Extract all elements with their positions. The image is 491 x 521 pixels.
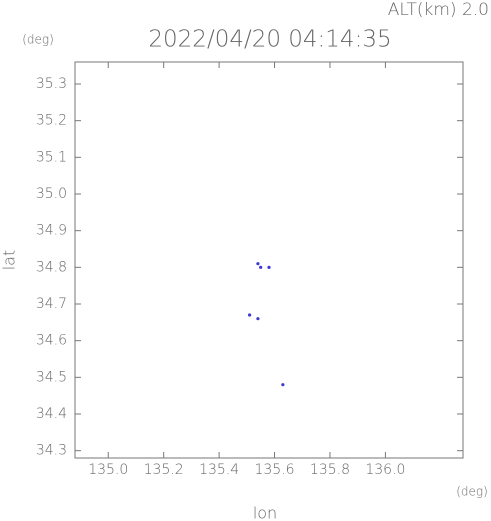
subtitle: ALT(km) 2.0 xyxy=(388,0,489,20)
x-tick-label: 135.4 xyxy=(199,462,239,478)
y-unit: (deg) xyxy=(22,33,54,47)
chart-title: 2022/04/20 04:14:35 xyxy=(148,27,391,53)
y-tick-label: 35.2 xyxy=(36,113,67,129)
x-tick-label: 135.8 xyxy=(310,462,350,478)
point xyxy=(259,265,263,269)
y-axis-label: lat xyxy=(0,250,19,271)
y-tick-label: 34.4 xyxy=(36,406,67,422)
y-tick-label: 34.7 xyxy=(36,296,67,312)
y-tick-label: 34.9 xyxy=(36,223,67,239)
x-tick-label: 136.0 xyxy=(365,462,405,478)
x-tick-label: 135.6 xyxy=(254,462,294,478)
point xyxy=(281,383,285,387)
y-tick-label: 34.8 xyxy=(36,259,67,275)
y-tick-label: 34.6 xyxy=(36,333,67,349)
x-tick-label: 135.2 xyxy=(144,462,184,478)
plot-frame xyxy=(74,61,464,459)
point xyxy=(248,313,252,317)
y-tick-label: 34.5 xyxy=(36,369,67,385)
point xyxy=(256,317,260,321)
y-tick-label: 34.3 xyxy=(36,443,67,459)
point xyxy=(267,265,271,269)
x-tick-label: 135.0 xyxy=(88,462,128,478)
y-tick-label: 35.3 xyxy=(36,76,67,92)
y-tick-label: 35.1 xyxy=(36,149,67,165)
point xyxy=(256,262,260,266)
x-unit: (deg) xyxy=(456,485,488,499)
x-axis-label: lon xyxy=(253,504,277,521)
y-tick-label: 35.0 xyxy=(36,186,67,202)
